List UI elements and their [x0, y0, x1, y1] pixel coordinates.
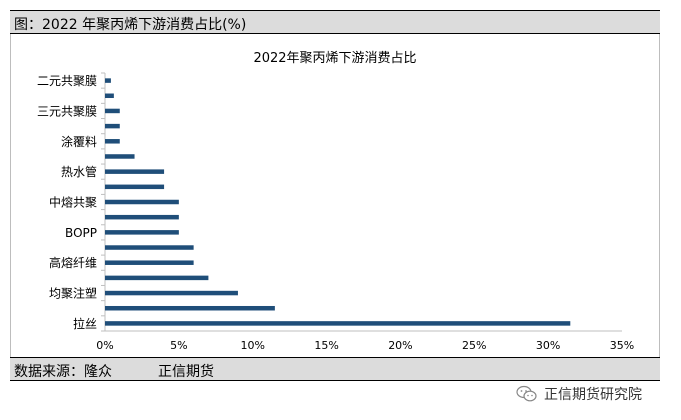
chart-frame [10, 34, 660, 357]
bar [105, 139, 120, 144]
bar [105, 214, 179, 220]
category-label: 涂覆料 [61, 134, 97, 149]
x-tick-label: 5% [170, 339, 187, 352]
x-tick-label: 10% [240, 339, 264, 352]
bar [105, 230, 179, 235]
bar [105, 321, 571, 326]
figure-caption: 图：2022 年聚丙烯下游消费占比(%) [14, 17, 247, 33]
bar [105, 275, 209, 281]
x-tick-label: 15% [314, 339, 338, 352]
source-label: 数据来源：隆众 [14, 364, 112, 380]
bar [105, 260, 194, 265]
category-label: 三元共聚膜 [37, 104, 97, 118]
bar [105, 123, 120, 129]
chart-bars [105, 78, 571, 326]
figure-caption-bar: 图：2022 年聚丙烯下游消费占比(%) [10, 10, 660, 34]
category-label: BOPP [65, 226, 97, 240]
chart-title: 2022年聚丙烯下游消费占比 [253, 51, 416, 66]
bar [105, 199, 179, 205]
x-tick-label: 30% [536, 339, 560, 352]
wechat-icon [516, 385, 537, 402]
category-label: 拉丝 [73, 316, 97, 331]
bar [105, 154, 135, 159]
x-tick-label: 35% [610, 339, 634, 352]
bar [105, 108, 120, 114]
x-tick-label: 25% [462, 339, 486, 352]
category-label: 均聚注塑 [49, 286, 97, 301]
figure-source-bar: 数据来源：隆众 正信期货 [10, 357, 660, 381]
watermark-text: 正信期货研究院 [544, 387, 642, 403]
bar [105, 245, 194, 250]
category-label: 中熔共聚 [49, 195, 97, 210]
bar [105, 93, 114, 99]
bar [105, 290, 238, 296]
bar [105, 305, 275, 311]
category-label: 高熔纤维 [49, 255, 97, 270]
category-label: 二元共聚膜 [37, 74, 97, 88]
chart-x-tick-labels: 0% 5% 10% 15% 20% 25% 30% 35% [96, 339, 634, 352]
x-tick-label: 0% [96, 339, 113, 352]
watermark: 正信期货研究院 [516, 383, 642, 405]
bar [105, 169, 165, 174]
x-tick-label: 20% [388, 339, 412, 352]
bar [105, 78, 111, 83]
bar [105, 184, 165, 190]
category-label: 热水管 [61, 164, 97, 179]
source-org: 正信期货 [158, 364, 214, 380]
